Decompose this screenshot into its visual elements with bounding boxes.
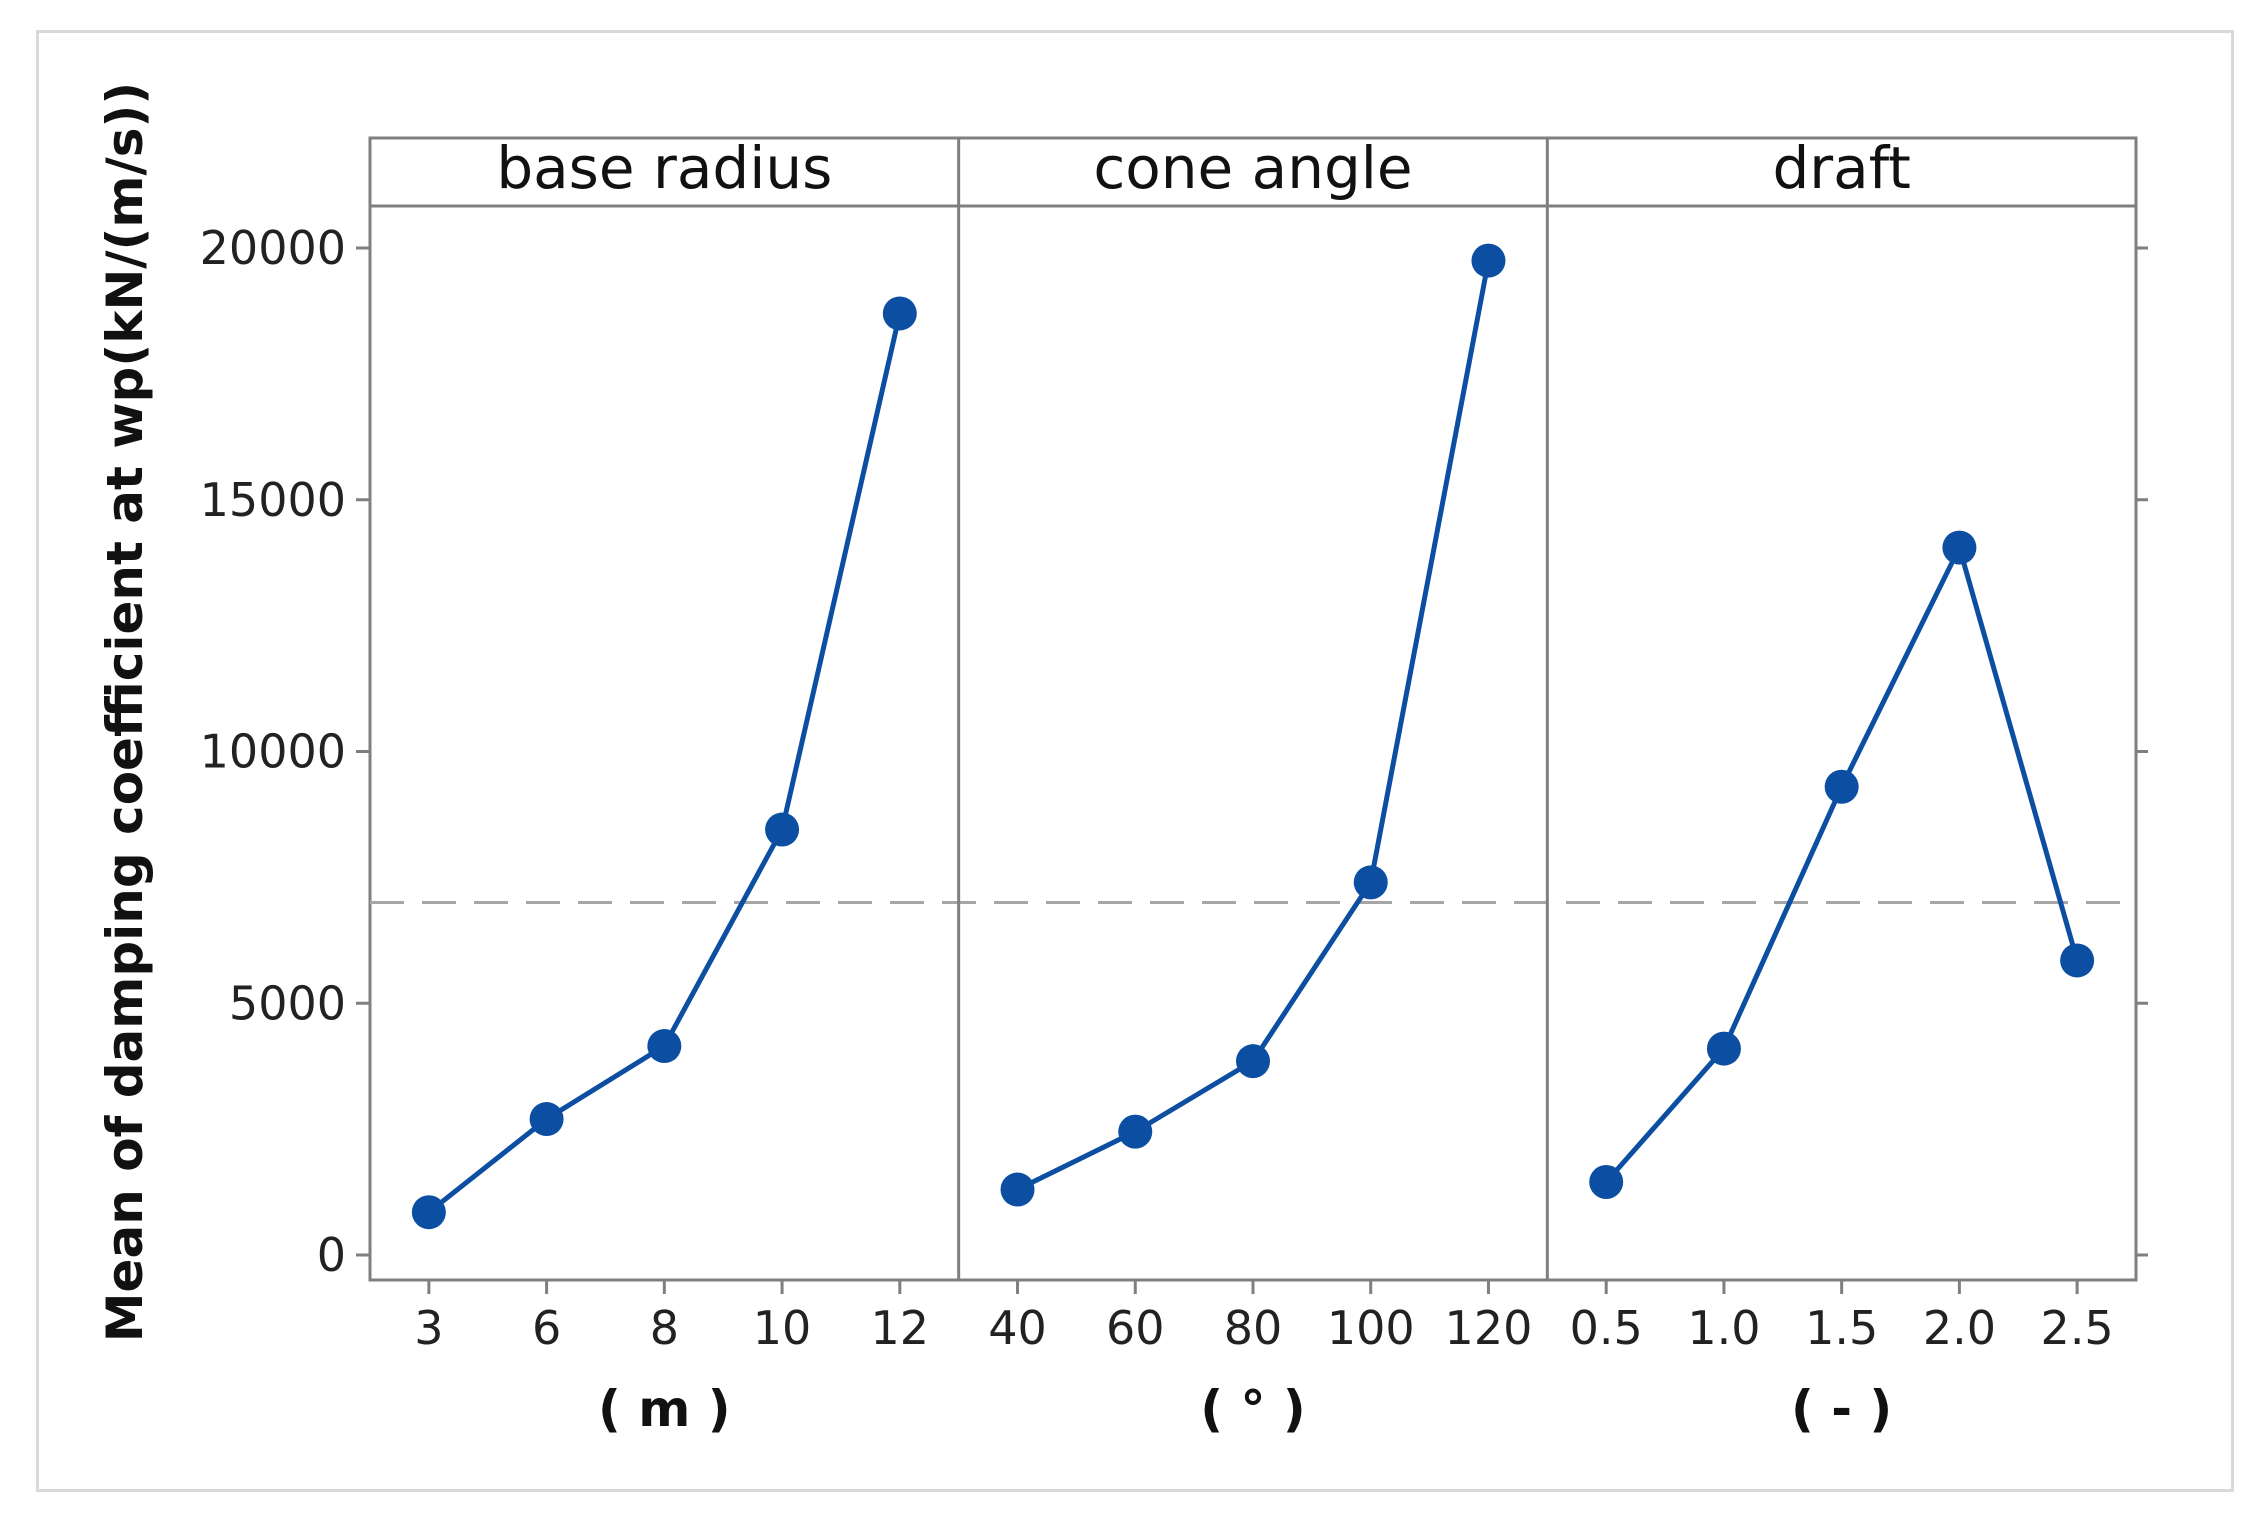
y-tick-label: 10000 (200, 725, 346, 779)
data-point (1118, 1114, 1153, 1149)
data-point (1589, 1164, 1624, 1199)
y-tick-label: 20000 (200, 221, 346, 275)
x-tick-label: 10 (753, 1301, 812, 1355)
x-tick-label: 80 (1224, 1301, 1283, 1355)
x-tick-label: 1.0 (1687, 1301, 1760, 1355)
x-tick-label: 8 (650, 1301, 679, 1355)
x-axis-unit-label: ( m ) (598, 1380, 731, 1438)
panels-layer: 0 5000 10000 15000 20000 base radius 3 6 8 10 12 ( … (200, 134, 2148, 1438)
figure-frame (36, 30, 2234, 1492)
data-point (1471, 243, 1506, 278)
data-point (1824, 769, 1859, 804)
y-tick-label: 0 (317, 1228, 346, 1282)
data-point (1236, 1044, 1270, 1079)
panel-title: base radius (496, 134, 832, 202)
x-axis-unit-label: ( - ) (1791, 1380, 1892, 1438)
series-line (427, 312, 903, 1215)
x-tick-label: 6 (532, 1301, 561, 1355)
x-tick-label: 0.5 (1570, 1301, 1643, 1355)
panel-title: draft (1772, 134, 1910, 202)
x-tick-label: 120 (1445, 1301, 1533, 1355)
panel-cone-angle: cone angle 40 60 80 100 120 ( ° ) (957, 134, 1533, 1438)
x-tick-label: 1.5 (1805, 1301, 1878, 1355)
x-tick-label: 2.5 (2041, 1301, 2114, 1355)
panel-draft: draft 0.5 1.0 1.5 2.0 2.5 ( - ) (1545, 134, 2114, 1438)
y-tick-label: 15000 (200, 473, 346, 527)
data-point (1942, 530, 1977, 565)
y-axis-label: Mean of damping coefficient at wp(kN/(m/… (96, 82, 154, 1342)
data-point (2060, 943, 2095, 978)
data-point (529, 1102, 564, 1137)
data-point (1706, 1031, 1741, 1066)
x-tick-label: 100 (1327, 1301, 1415, 1355)
data-point (411, 1195, 446, 1230)
data-point (647, 1029, 682, 1064)
data-point (765, 812, 800, 847)
x-axis-unit-label: ( ° ) (1200, 1380, 1306, 1438)
x-tick-label: 2.0 (1923, 1301, 1996, 1355)
data-point (882, 296, 917, 331)
x-tick-label: 40 (988, 1301, 1047, 1355)
x-tick-label: 3 (414, 1301, 443, 1355)
panel-base-radius: base radius 3 6 8 10 12 ( m ) (411, 134, 930, 1438)
x-tick-label: 60 (1106, 1301, 1165, 1355)
plot-border (368, 136, 2138, 1282)
series-line (1604, 545, 2080, 1184)
data-point (1353, 865, 1388, 900)
x-tick-label: 12 (871, 1301, 930, 1355)
y-tick-label: 5000 (229, 976, 346, 1030)
data-point (1000, 1172, 1035, 1207)
panel-title: cone angle (1093, 134, 1412, 202)
